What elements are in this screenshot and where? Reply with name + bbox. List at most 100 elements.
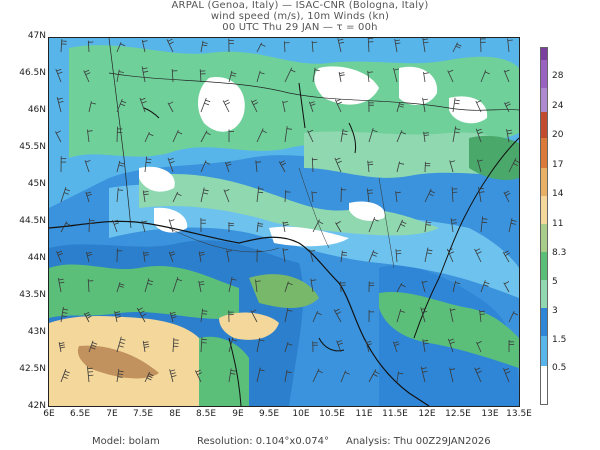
wind-barb-flag (142, 40, 148, 43)
wind-barb-flag (475, 248, 481, 252)
wind-barb-flag (281, 162, 286, 166)
wind-barb-flag (371, 254, 377, 257)
wind-barb-flag (86, 193, 92, 197)
lon-label: 8.5E (196, 409, 216, 419)
wind-barb-flag (454, 99, 460, 102)
wind-barb (228, 368, 232, 383)
wind-barb (340, 128, 344, 143)
wind-barb (396, 130, 403, 143)
colorbar-label: 11 (552, 219, 564, 229)
wind-barb-flag (148, 133, 154, 137)
wind-barb-flag (286, 128, 292, 130)
wind-barb-flag (225, 102, 230, 106)
wind-barb-flag (255, 161, 262, 163)
wind-barb-flag (308, 129, 314, 133)
lon-label: 13E (481, 409, 499, 419)
wind-barb (365, 340, 370, 353)
wind-barb (452, 97, 456, 113)
lat-label: 46N (27, 105, 46, 115)
wind-barb-flag (225, 161, 231, 164)
wind-barb-flag (202, 310, 208, 312)
wind-barb-flag (448, 338, 454, 342)
wind-barb-flag (65, 188, 71, 192)
wind-barb (423, 72, 426, 83)
wind-barb-flag (422, 280, 428, 283)
wind-barb (334, 99, 342, 113)
wind-barb-flag (367, 161, 373, 163)
colorbar (540, 47, 548, 405)
wind-barb-flag (482, 218, 488, 220)
wind-barb (478, 186, 482, 203)
lat-label: 45.5N (19, 142, 46, 152)
coastline (49, 220, 430, 406)
wind-barb-flag (368, 163, 374, 166)
wind-barb-flag (477, 341, 482, 344)
wind-barb-flag (451, 219, 457, 221)
wind-barb-flag (170, 253, 176, 256)
wind-barb-flag (58, 278, 64, 281)
wind-barb-flag (147, 375, 153, 379)
wind-barb-flag (401, 221, 407, 225)
wind-barb (396, 283, 403, 293)
wind-barb-flag (223, 99, 229, 103)
wind-barb (422, 38, 426, 53)
wind-barb (278, 161, 286, 173)
wind-barb-flag (451, 222, 457, 224)
lake-como (298, 82, 306, 129)
wind-barb-flag (88, 374, 94, 376)
wind-barb-flag (119, 341, 125, 345)
wind-barb (142, 190, 146, 203)
wind-barb-flag (504, 69, 510, 73)
lat-label: 45N (27, 179, 46, 189)
wind-barb (116, 42, 122, 53)
wind-barb (340, 370, 347, 383)
wind-barb-flag (423, 72, 429, 74)
wind-barb-flag (202, 192, 208, 195)
wind-barb (284, 67, 293, 83)
lat-label: 47N (27, 31, 46, 41)
wind-barb-flag (170, 311, 176, 315)
wind-barb-flag (59, 281, 65, 284)
wind-barb-flag (449, 251, 455, 255)
wind-barb-flag (282, 101, 288, 103)
wind-barb-flag (115, 313, 121, 316)
wind-barb-flag (342, 133, 348, 135)
wind-barb-flag (374, 371, 380, 375)
wind-barb (502, 251, 510, 263)
wind-barb-flag (148, 280, 154, 283)
wind-barb-flag (140, 97, 146, 101)
wind-barb-flag (58, 101, 64, 103)
wind-barb-flag (258, 188, 264, 190)
wind-barb-flag (145, 161, 152, 164)
wind-barb-flag (177, 131, 183, 135)
wind-barb-flag (339, 74, 345, 77)
lat-label: 42.5N (19, 364, 46, 374)
wind-barb-flag (59, 342, 65, 344)
wind-barb (167, 157, 174, 173)
lat-label: 42N (27, 401, 46, 411)
wind-barb (83, 313, 90, 323)
wind-barb (136, 307, 146, 323)
wind-barb-flag (87, 371, 94, 373)
wind-barb-flag (505, 192, 511, 196)
wind-barb (284, 342, 289, 353)
wind-barb-flag (119, 162, 125, 165)
wind-barb-flag (476, 370, 482, 374)
wind-barb (449, 308, 454, 323)
wind-barb-flag (513, 312, 518, 316)
wind-barb-flag (455, 282, 461, 285)
wind-barb-flag (56, 130, 61, 134)
wind-barb-flag (336, 160, 342, 164)
wind-barb-flag (262, 130, 267, 134)
wind-barb-flag (202, 44, 208, 47)
strong-wind-area (219, 312, 279, 340)
wind-barb-flag (146, 158, 152, 160)
lon-label: 10E (292, 409, 310, 419)
wind-barb-flag (199, 254, 205, 256)
wind-barb (198, 251, 202, 263)
wind-barb-flag (422, 370, 428, 373)
wind-barb-flag (394, 343, 400, 346)
wind-barb (168, 219, 174, 233)
wind-barb-flag (425, 224, 431, 226)
wind-barb-flag (230, 373, 236, 375)
